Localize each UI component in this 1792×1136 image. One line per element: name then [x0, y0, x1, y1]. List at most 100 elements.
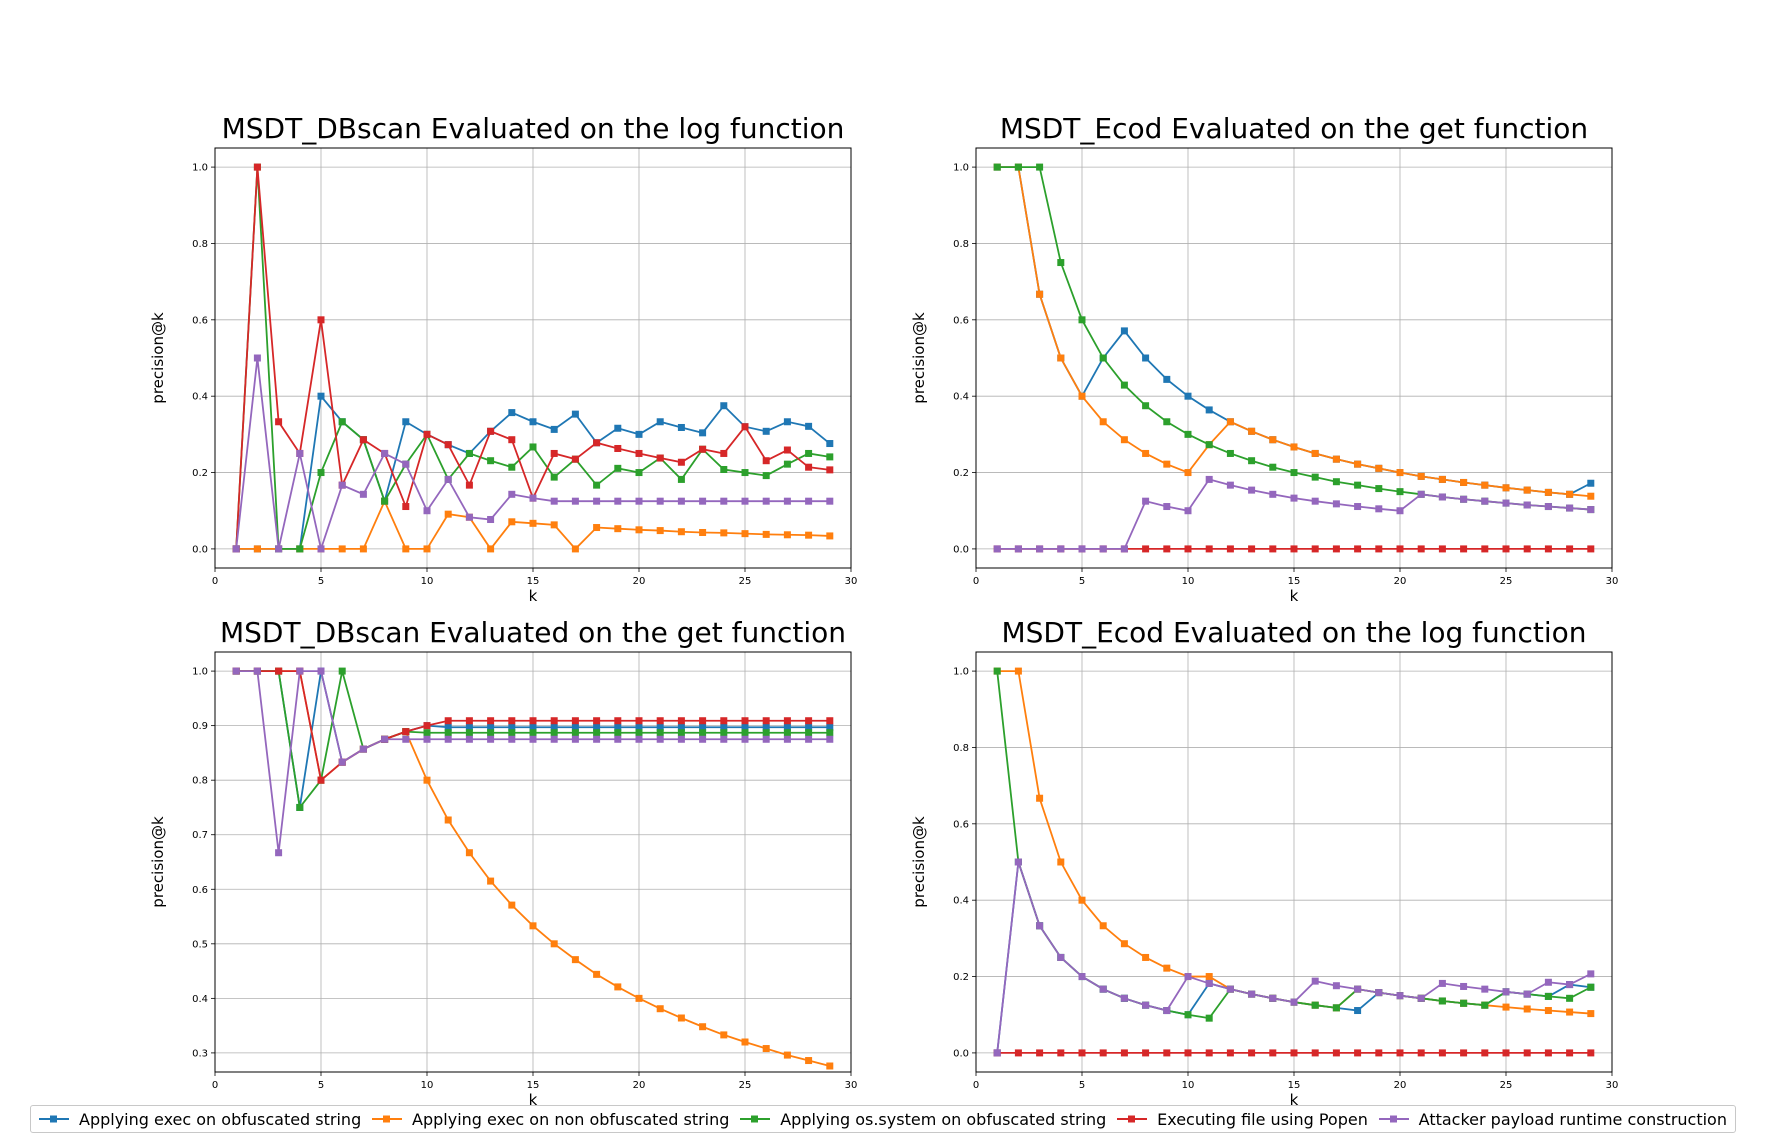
legend-item: Applying os.system on obfuscated string	[740, 1110, 1106, 1129]
data-point	[762, 472, 770, 480]
data-point	[1587, 506, 1595, 514]
data-point	[1184, 1049, 1192, 1057]
data-point	[783, 723, 791, 731]
y-tick-label: 0.6	[192, 315, 208, 326]
data-point	[1099, 985, 1107, 993]
x-tick-label: 20	[1394, 1080, 1407, 1091]
data-point	[1205, 1049, 1213, 1057]
x-tick-label: 10	[421, 576, 434, 587]
data-point	[1226, 1049, 1234, 1057]
data-point	[317, 316, 325, 324]
data-point	[232, 667, 240, 675]
data-point	[317, 392, 325, 400]
data-point	[762, 723, 770, 731]
data-point	[1036, 163, 1044, 171]
x-tick-label: 0	[212, 1080, 218, 1091]
data-point	[253, 354, 261, 362]
data-point	[1057, 1049, 1065, 1057]
data-point	[677, 423, 685, 431]
data-point	[1332, 545, 1340, 553]
data-point	[762, 427, 770, 435]
data-point	[699, 729, 707, 737]
data-point	[487, 427, 495, 435]
data-point	[677, 475, 685, 483]
data-point	[465, 481, 473, 489]
data-point	[338, 758, 346, 766]
x-axis-label: k	[529, 587, 538, 605]
data-point	[1481, 1049, 1489, 1057]
x-tick-label: 20	[1394, 576, 1407, 587]
data-point	[338, 481, 346, 489]
y-tick-label: 1.0	[192, 667, 208, 678]
data-point	[656, 735, 664, 743]
x-tick-label: 15	[527, 576, 540, 587]
data-point	[1523, 1005, 1531, 1013]
data-point	[1142, 402, 1150, 410]
data-point	[656, 527, 664, 535]
data-point	[508, 729, 516, 737]
y-tick-label: 0.9	[192, 721, 208, 732]
y-tick-label: 0.3	[192, 1048, 208, 1059]
data-point	[487, 457, 495, 465]
x-tick-label: 5	[1079, 576, 1085, 587]
data-point	[253, 163, 261, 171]
data-point	[1014, 545, 1022, 553]
data-point	[1375, 464, 1383, 472]
data-point	[1226, 418, 1234, 426]
data-point	[1481, 481, 1489, 489]
data-point	[1014, 667, 1022, 675]
data-point	[1587, 479, 1595, 487]
data-point	[699, 497, 707, 505]
data-point	[571, 497, 579, 505]
data-point	[402, 728, 410, 736]
chart-title: MSDT_DBscan Evaluated on the get functio…	[220, 616, 846, 649]
data-point	[805, 463, 813, 471]
x-tick-label: 10	[421, 1080, 434, 1091]
data-point	[1057, 953, 1065, 961]
data-point	[635, 717, 643, 725]
data-point	[635, 735, 643, 743]
data-point	[762, 530, 770, 538]
data-point	[993, 667, 1001, 675]
x-tick-label: 30	[845, 576, 858, 587]
x-tick-label: 20	[633, 576, 646, 587]
data-point	[1460, 999, 1468, 1007]
data-point	[1354, 503, 1362, 511]
data-point	[762, 717, 770, 725]
data-point	[720, 402, 728, 410]
data-point	[1163, 375, 1171, 383]
data-point	[1269, 490, 1277, 498]
data-point	[1587, 545, 1595, 553]
data-point	[614, 735, 622, 743]
data-point	[699, 717, 707, 725]
data-point	[1523, 501, 1531, 509]
data-point	[1523, 486, 1531, 494]
data-point	[253, 545, 261, 553]
data-point	[550, 473, 558, 481]
chart-panel-2: 0 5 10 15 20 25 30 0.3 0.4 0.5 0.6 0.7 0.8 0.9 1.0 MSDT…	[149, 616, 857, 1109]
data-point	[1481, 545, 1489, 553]
data-point	[1014, 858, 1022, 866]
data-point	[762, 457, 770, 465]
data-point	[1205, 475, 1213, 483]
data-point	[783, 735, 791, 743]
data-point	[1460, 478, 1468, 486]
data-point	[571, 717, 579, 725]
data-point	[296, 803, 304, 811]
chart-title: MSDT_Ecod Evaluated on the log function	[1001, 616, 1586, 649]
data-point	[1311, 545, 1319, 553]
data-point	[826, 453, 834, 461]
data-point	[1354, 1049, 1362, 1057]
data-point	[1184, 545, 1192, 553]
data-point	[529, 735, 537, 743]
y-tick-label: 0.8	[953, 743, 969, 754]
data-point	[1248, 427, 1256, 435]
y-tick-label: 0.0	[192, 544, 208, 555]
data-point	[805, 729, 813, 737]
data-point	[487, 723, 495, 731]
data-point	[1078, 1049, 1086, 1057]
data-point	[1205, 545, 1213, 553]
data-point	[677, 723, 685, 731]
y-tick-label: 0.2	[953, 972, 969, 983]
data-point	[1523, 990, 1531, 998]
